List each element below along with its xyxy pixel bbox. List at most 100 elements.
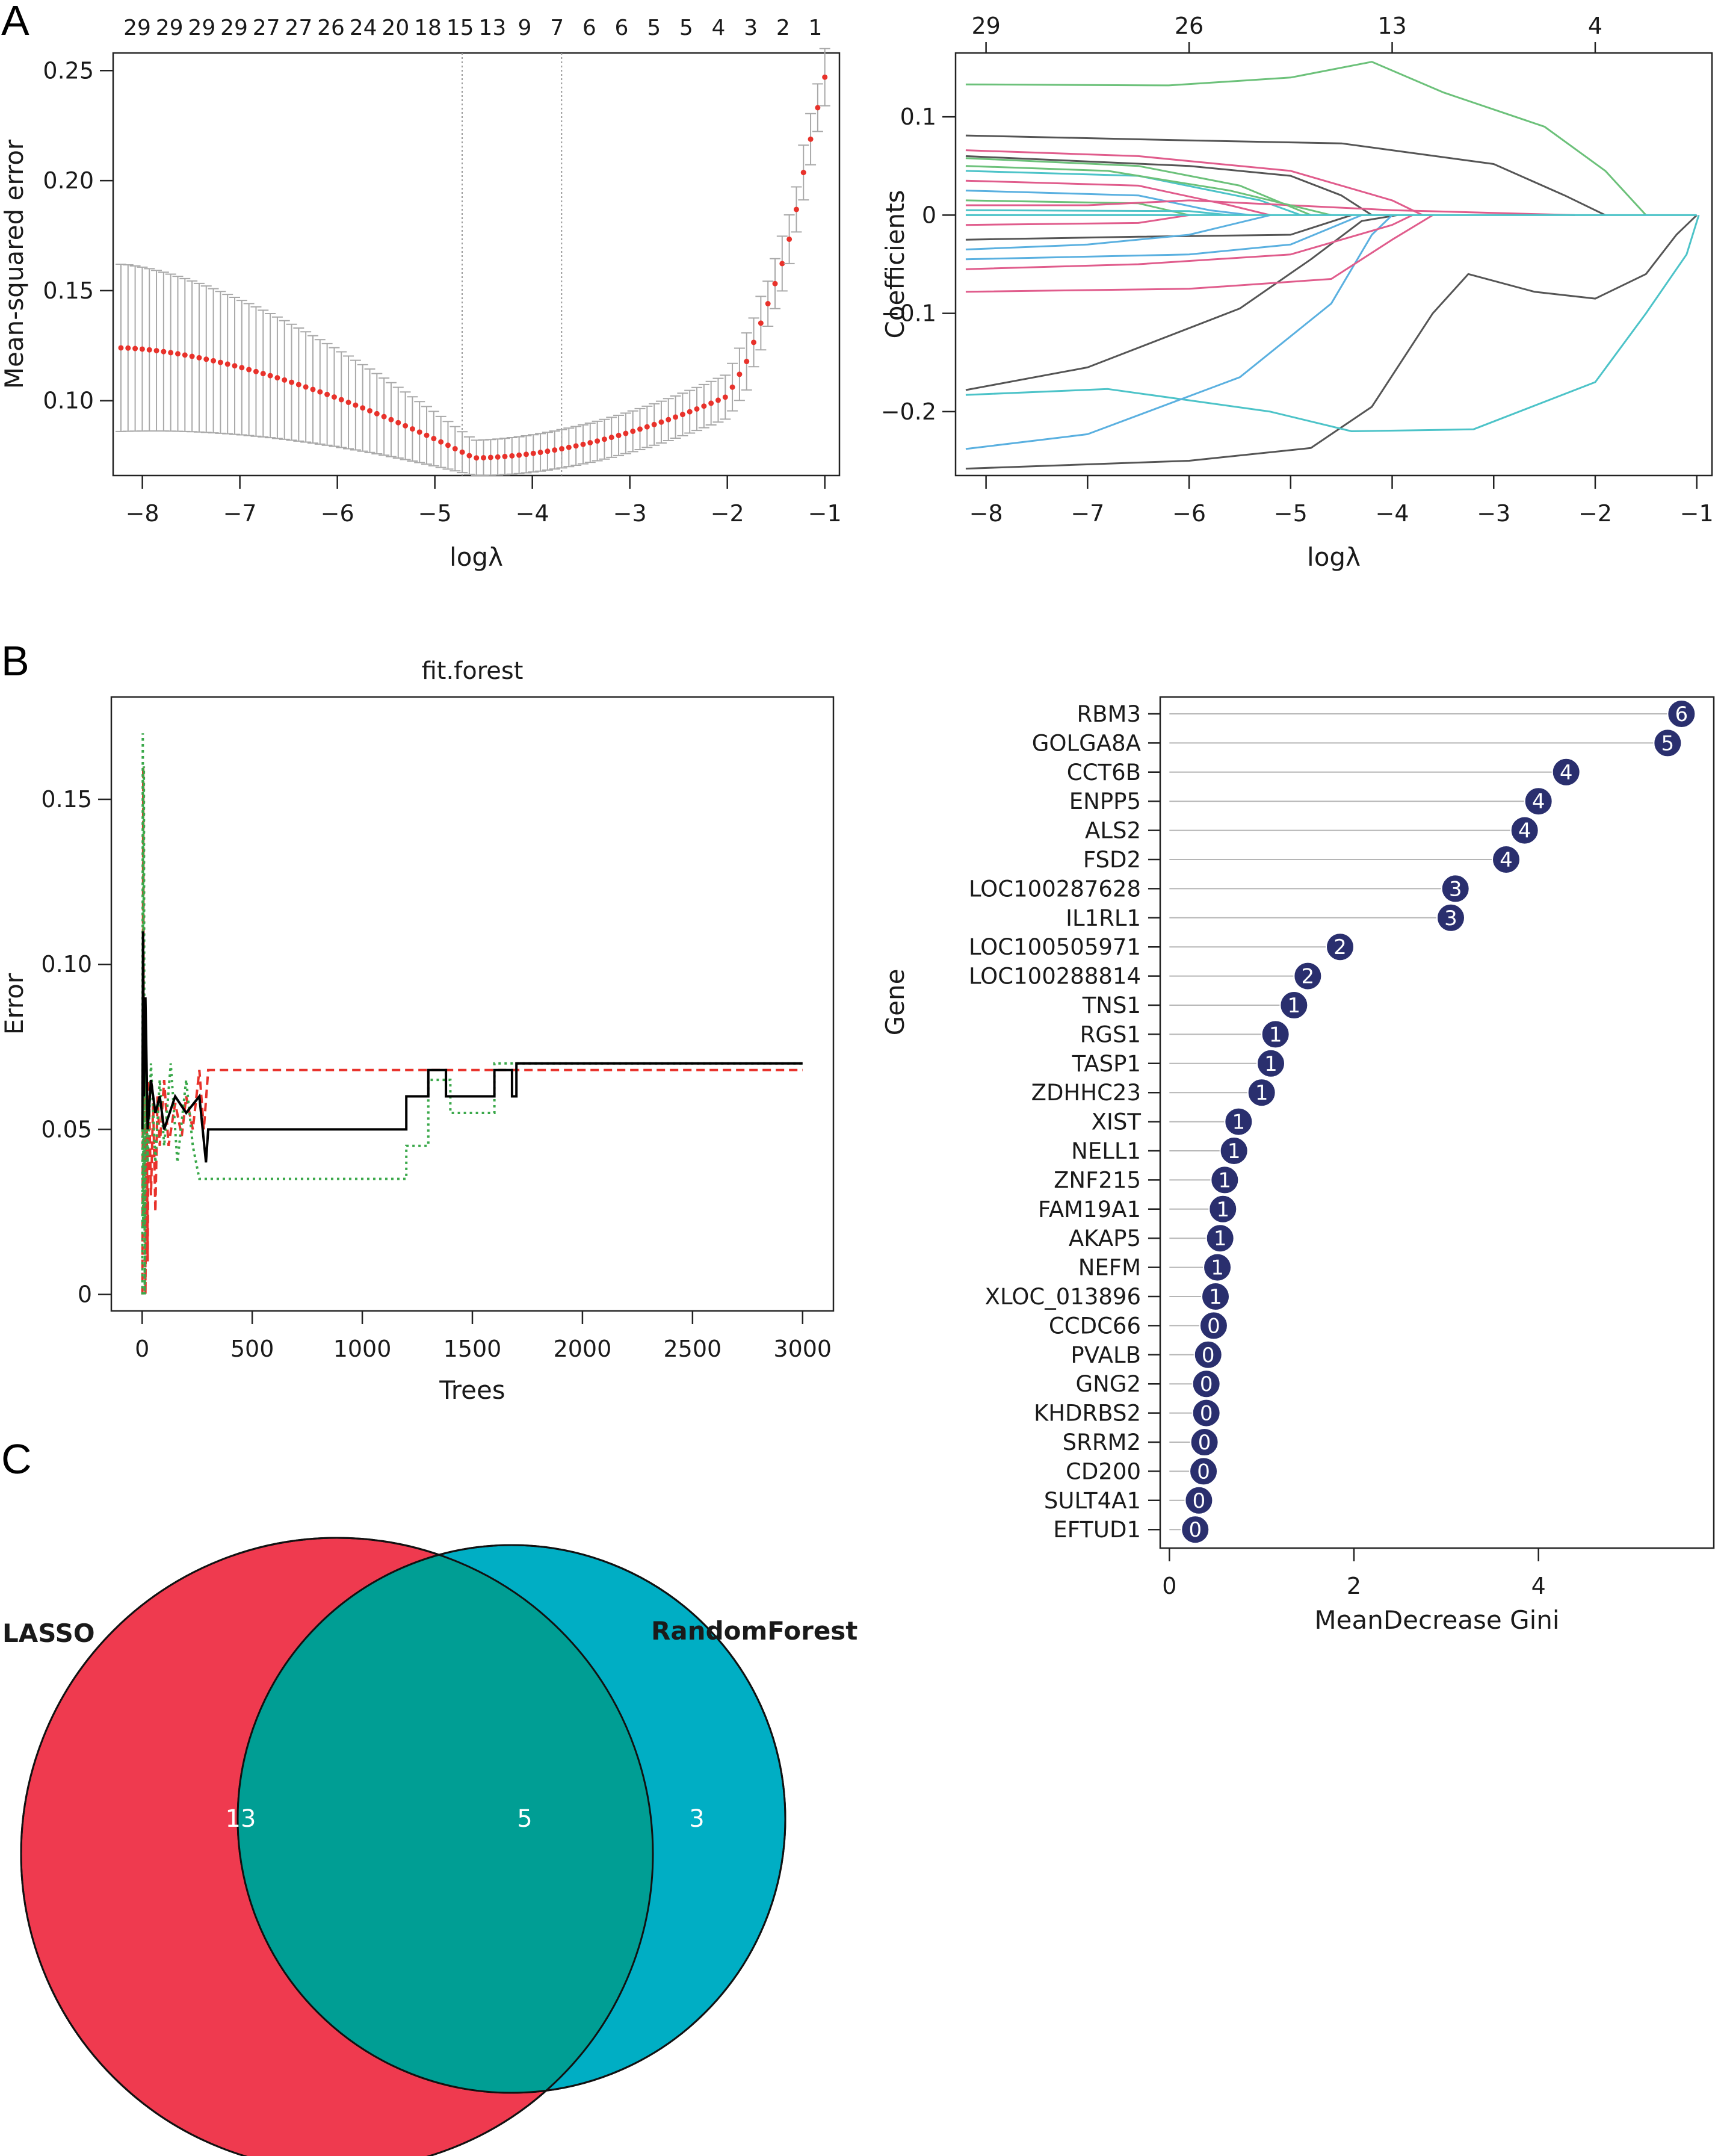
importance-dot [1653, 728, 1682, 758]
x-tick-label: 500 [230, 1336, 274, 1362]
gene-label: ENPP5 [1069, 788, 1141, 814]
y-tick-label: −0.2 [881, 398, 936, 425]
top-count-label: 5 [679, 16, 693, 40]
chart-title: fit.forest [422, 657, 524, 685]
mse-point [274, 375, 280, 381]
top-count-label: 29 [156, 16, 184, 40]
mse-point [367, 407, 373, 414]
importance-dot-label: 2 [1333, 935, 1347, 959]
mse-point [751, 339, 757, 345]
mse-point [630, 429, 636, 435]
mse-point [765, 301, 771, 307]
importance-dot [1279, 991, 1309, 1020]
y-tick-label: 0.10 [41, 951, 92, 977]
coefficient-path [965, 214, 1413, 270]
mse-point [715, 397, 721, 403]
importance-dot-label: 0 [1202, 1343, 1215, 1368]
gene-importance-chart: 0 2 4 MeanDecrease Gini Gene RBM3 6 GOLGA8A 5 CCT… [880, 696, 1715, 1635]
importance-dot [1326, 932, 1355, 962]
mse-point [317, 389, 323, 395]
importance-dot-label: 0 [1197, 1460, 1210, 1484]
gene-label: SULT4A1 [1044, 1488, 1141, 1514]
importance-dot [1210, 1165, 1240, 1195]
coefficient-path [965, 149, 1423, 216]
mse-point [246, 367, 252, 373]
gene-label: PVALB [1071, 1342, 1141, 1368]
error-series-line [141, 766, 803, 1295]
randomforest-set-label: RandomForest [651, 1616, 857, 1646]
gene-label: ZNF215 [1054, 1167, 1141, 1193]
randomforest-only-count: 3 [689, 1805, 704, 1833]
mse-point [310, 386, 316, 392]
x-tick-label: 4 [1531, 1573, 1546, 1599]
y-tick-label: 0 [922, 202, 936, 228]
mse-point [559, 446, 565, 452]
mse-point [516, 452, 522, 458]
importance-dot [1201, 1282, 1230, 1311]
top-count-label: 13 [1377, 13, 1406, 39]
mse-point [758, 320, 764, 326]
mse-point [666, 417, 672, 423]
importance-dot [1181, 1515, 1210, 1544]
importance-dot-label: 2 [1302, 965, 1315, 989]
x-tick-label: −3 [1477, 500, 1510, 527]
mse-point [331, 394, 337, 400]
mse-point [409, 426, 415, 432]
mse-point [189, 353, 195, 359]
mse-point [182, 352, 188, 358]
mse-point [658, 419, 664, 425]
mse-point [203, 356, 209, 362]
x-tick-label: −6 [1172, 500, 1206, 527]
mse-point [502, 453, 508, 459]
importance-dot [1219, 1136, 1249, 1165]
top-count-label: 15 [446, 16, 474, 40]
x-axis-label: Trees [439, 1375, 505, 1405]
importance-dot [1436, 903, 1465, 932]
gene-label: ALS2 [1085, 818, 1141, 844]
y-tick-label: 0.10 [43, 388, 94, 414]
y-tick-label: 0.25 [43, 57, 94, 84]
x-tick-label: −8 [126, 500, 159, 527]
mse-point [537, 450, 543, 456]
gene-label: TNS1 [1082, 993, 1141, 1018]
panel-label-b: B [1, 637, 29, 684]
mse-point [822, 74, 828, 80]
top-count-label: 18 [414, 16, 442, 40]
coefficient-path [965, 165, 1332, 216]
mse-point [360, 405, 366, 411]
importance-dot-label: 0 [1207, 1314, 1220, 1338]
importance-dot-label: 1 [1219, 1168, 1232, 1192]
gene-label: LOC100287628 [969, 876, 1141, 902]
mse-point [289, 379, 295, 385]
top-count-label: 26 [317, 16, 345, 40]
mse-point [573, 443, 579, 449]
x-tick-label: 1000 [333, 1336, 392, 1362]
coefficient-path [965, 214, 1433, 293]
mse-point [196, 355, 202, 361]
importance-dot [1293, 961, 1323, 991]
mse-point [523, 451, 529, 457]
importance-dot-label: 4 [1532, 790, 1545, 814]
importance-dot-label: 1 [1209, 1285, 1222, 1309]
top-count-label: 7 [550, 16, 564, 40]
importance-dot [1261, 1020, 1290, 1049]
coefficient-path [965, 61, 1647, 216]
importance-dot [1208, 1194, 1238, 1224]
importance-dot-label: 0 [1198, 1431, 1211, 1455]
importance-dot [1189, 1457, 1219, 1486]
y-axis-label: Coefficients [880, 190, 910, 338]
importance-dot [1510, 816, 1539, 845]
x-tick-label: −8 [969, 500, 1003, 527]
coefficient-path [965, 134, 1606, 216]
panel-label-c: C [1, 1436, 32, 1482]
importance-dot-label: 3 [1444, 906, 1457, 931]
x-tick-label: −3 [613, 500, 647, 527]
mse-point [808, 136, 814, 142]
x-tick-label: 2 [1347, 1573, 1361, 1599]
mse-point [729, 384, 735, 390]
plot-frame [1159, 696, 1715, 1549]
mse-point [139, 346, 145, 352]
lasso-set-label: LASSO [2, 1619, 95, 1648]
